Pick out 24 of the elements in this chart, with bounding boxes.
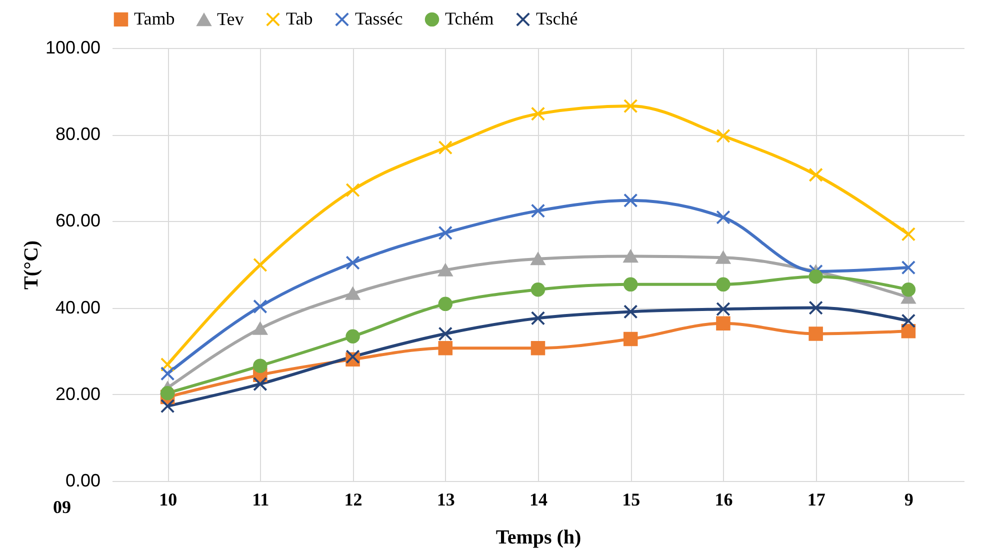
legend-label: Tab: [286, 8, 313, 28]
legend-label: Tamb: [134, 8, 175, 28]
y-tick-label: 60.00: [55, 210, 100, 231]
y-tick-label: 40.00: [55, 297, 100, 318]
legend-label: Tsché: [536, 8, 578, 28]
y-tick-label: 100.00: [45, 38, 100, 58]
text: 09: [53, 497, 71, 517]
x-tick-label: 11: [252, 490, 270, 510]
y-axis-title: T(°C): [20, 240, 42, 290]
x-tick-label: 15: [622, 490, 640, 510]
y-tick-label: 20.00: [55, 384, 100, 404]
x-tick-label: 12: [344, 490, 362, 510]
x-tick-label: 10: [159, 490, 178, 510]
legend-label: Tasséc: [355, 8, 403, 28]
x-tick-label: 13: [436, 490, 455, 510]
x-tick-label: 14: [530, 490, 548, 510]
y-tick-label: 0.00: [65, 470, 100, 490]
x-tick-label: 17: [807, 490, 826, 510]
x-axis-title: Temps (h): [496, 526, 582, 548]
x-tick-label: 16: [714, 490, 733, 510]
x-tick-label: 9: [904, 490, 914, 510]
legend-label: Tev: [217, 8, 244, 29]
y-tick-label: 80.00: [55, 124, 100, 144]
legend-label: Tchém: [445, 8, 494, 28]
